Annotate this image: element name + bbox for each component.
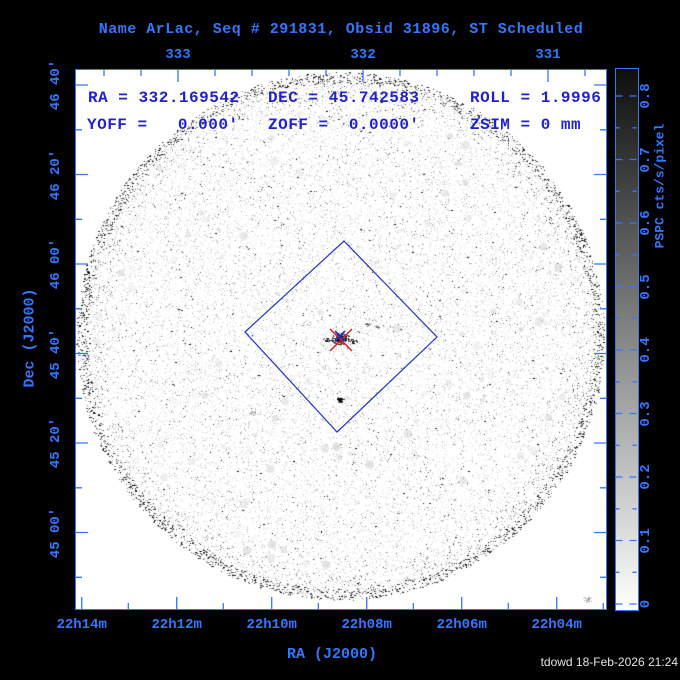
y-tick-label: 45 00' xyxy=(48,507,64,558)
y-tick-label: 45 20' xyxy=(48,417,64,469)
colorbar-tick-label: 0.1 xyxy=(638,527,654,554)
sky-image-canvas xyxy=(75,69,607,610)
y-tick-label: 46 40' xyxy=(48,59,64,111)
colorbar-tick-label: 0.3 xyxy=(638,400,654,427)
colorbar-tick-label: 0.7 xyxy=(638,146,654,173)
x-tick-label-hours: 22h14m xyxy=(56,617,107,633)
plot-title: Name ArLac, Seq # 291831, Obsid 31896, S… xyxy=(98,21,584,38)
plot-area xyxy=(75,69,607,610)
footer-timestamp: tdowd 18-Feb-2026 21:24 xyxy=(540,655,678,669)
colorbar-gradient xyxy=(615,68,639,611)
y-tick-label: 45 40' xyxy=(48,328,64,379)
colorbar-tick-label: 0.5 xyxy=(638,273,654,300)
x-axis-title: RA (J2000) xyxy=(286,646,378,663)
info-zoff: ZOFF = 0.0000' xyxy=(268,116,420,134)
info-roll: ROLL = 1.9996 xyxy=(470,89,602,107)
x-tick-label-degrees: 333 xyxy=(165,47,191,63)
x-tick-label-hours: 22h06m xyxy=(436,617,487,633)
x-tick-label-hours: 22h08m xyxy=(341,617,392,633)
x-tick-label-degrees: 331 xyxy=(535,47,561,63)
y-axis-title: Dec (J2000) xyxy=(21,288,39,388)
x-tick-label-hours: 22h10m xyxy=(246,617,297,633)
info-zsim: ZSIM = 0 mm xyxy=(470,116,582,134)
info-ra: RA = 332.169542 xyxy=(88,89,240,107)
colorbar-tick-label: 0.8 xyxy=(638,83,654,109)
y-tick-label: 46 20' xyxy=(48,149,64,200)
colorbar-tick-label: 0.4 xyxy=(638,337,654,363)
x-tick-label-hours: 22h04m xyxy=(531,617,582,633)
x-tick-label-hours: 22h12m xyxy=(151,617,202,633)
colorbar-title: PSPC cts/s/pixel xyxy=(652,123,668,249)
x-tick-label-degrees: 332 xyxy=(350,47,376,63)
info-yoff: YOFF = 0.000' xyxy=(87,116,239,134)
colorbar-tick-label: 0.6 xyxy=(638,210,654,236)
info-dec: DEC = 45.742583 xyxy=(268,89,420,107)
colorbar-tick-label: 0.2 xyxy=(638,464,654,490)
colorbar-tick-label: 0 xyxy=(638,599,654,609)
y-tick-label: 46 00' xyxy=(48,238,64,290)
